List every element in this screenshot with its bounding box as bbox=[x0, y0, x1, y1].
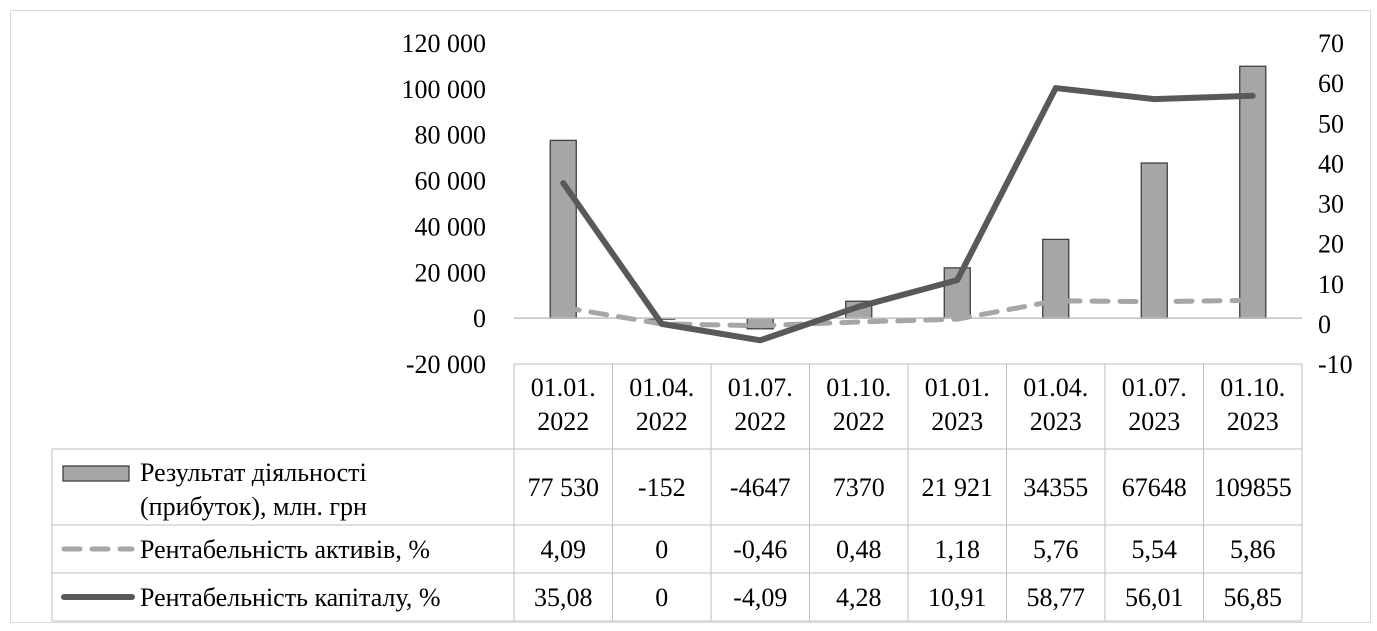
data-label: 7370 bbox=[833, 473, 885, 502]
category-label: 2022 bbox=[734, 407, 786, 436]
data-label: -4647 bbox=[730, 473, 791, 502]
data-label: 56,01 bbox=[1125, 583, 1184, 612]
category-label: 2022 bbox=[537, 407, 589, 436]
right-tick-label: 40 bbox=[1318, 149, 1344, 178]
right-tick-label: 0 bbox=[1318, 310, 1331, 339]
data-label: 4,28 bbox=[836, 583, 882, 612]
data-label: 0 bbox=[655, 535, 668, 564]
data-label: 34355 bbox=[1023, 473, 1088, 502]
category-label: 01.04. bbox=[629, 373, 694, 402]
data-label: 109855 bbox=[1214, 473, 1292, 502]
series-name: Рентабельність активів, % bbox=[140, 535, 430, 564]
category-label: 2022 bbox=[636, 407, 688, 436]
data-label: -4,09 bbox=[733, 583, 787, 612]
left-tick-label: 100 000 bbox=[402, 75, 487, 104]
data-label: 1,18 bbox=[935, 535, 981, 564]
category-label: 01.01. bbox=[531, 373, 596, 402]
data-label: -0,46 bbox=[733, 535, 787, 564]
bar-7 bbox=[1239, 65, 1267, 319]
category-label: 01.07. bbox=[728, 373, 793, 402]
category-label: 2023 bbox=[1227, 407, 1279, 436]
data-label: 5,86 bbox=[1230, 535, 1276, 564]
left-tick-label: 20 000 bbox=[415, 258, 487, 287]
data-label: 58,77 bbox=[1027, 583, 1086, 612]
left-tick-label: 120 000 bbox=[402, 29, 487, 58]
legend-key-bar bbox=[62, 465, 130, 482]
data-label: 0,48 bbox=[836, 535, 882, 564]
data-label: 4,09 bbox=[541, 535, 587, 564]
category-label: 2023 bbox=[1128, 407, 1180, 436]
data-label: 35,08 bbox=[534, 583, 593, 612]
roe-line bbox=[560, 85, 1256, 344]
series-name: (прибуток), млн. грн bbox=[140, 492, 367, 521]
left-tick-label: -20 000 bbox=[406, 350, 486, 379]
category-label: 01.01. bbox=[925, 373, 990, 402]
data-label: 67648 bbox=[1122, 473, 1187, 502]
bar-series-group bbox=[549, 65, 1267, 330]
category-label: 01.10. bbox=[1220, 373, 1285, 402]
series-name: Рентабельність капіталу, % bbox=[140, 583, 441, 612]
right-tick-label: 60 bbox=[1318, 69, 1344, 98]
left-tick-label: 60 000 bbox=[415, 167, 487, 196]
category-label: 2023 bbox=[931, 407, 983, 436]
line-series-group bbox=[560, 85, 1256, 344]
data-label: 56,85 bbox=[1224, 583, 1283, 612]
tick-label-group: 120 000 100 000 80 000 60 000 40 000 20 000 0 -… bbox=[402, 29, 1353, 379]
data-table: 01.01. 2022 01.04. 2022 01.07. 2022 01.10. 2022… bbox=[51, 363, 1303, 622]
data-label: 5,76 bbox=[1033, 535, 1079, 564]
data-label: -152 bbox=[638, 473, 686, 502]
data-label: 77 530 bbox=[528, 473, 600, 502]
right-tick-label: -10 bbox=[1318, 350, 1353, 379]
left-tick-label: 80 000 bbox=[415, 121, 487, 150]
right-tick-label: 70 bbox=[1318, 29, 1344, 58]
category-label: 2022 bbox=[833, 407, 885, 436]
data-label: 21 921 bbox=[922, 473, 994, 502]
category-label: 2023 bbox=[1030, 407, 1082, 436]
bar-0 bbox=[549, 139, 577, 319]
category-label: 01.10. bbox=[826, 373, 891, 402]
right-tick-label: 20 bbox=[1318, 230, 1344, 259]
category-label: 01.04. bbox=[1023, 373, 1088, 402]
data-label: 5,54 bbox=[1132, 535, 1178, 564]
right-tick-label: 10 bbox=[1318, 270, 1344, 299]
right-tick-label: 50 bbox=[1318, 109, 1344, 138]
series-name: Результат діяльності bbox=[140, 458, 367, 487]
left-tick-label: 0 bbox=[473, 304, 486, 333]
data-label: 0 bbox=[655, 583, 668, 612]
right-tick-label: 30 bbox=[1318, 190, 1344, 219]
category-label: 01.07. bbox=[1122, 373, 1187, 402]
left-tick-label: 40 000 bbox=[415, 212, 487, 241]
bar-6 bbox=[1140, 162, 1168, 319]
bar-5 bbox=[1042, 238, 1070, 319]
data-label: 10,91 bbox=[928, 583, 987, 612]
